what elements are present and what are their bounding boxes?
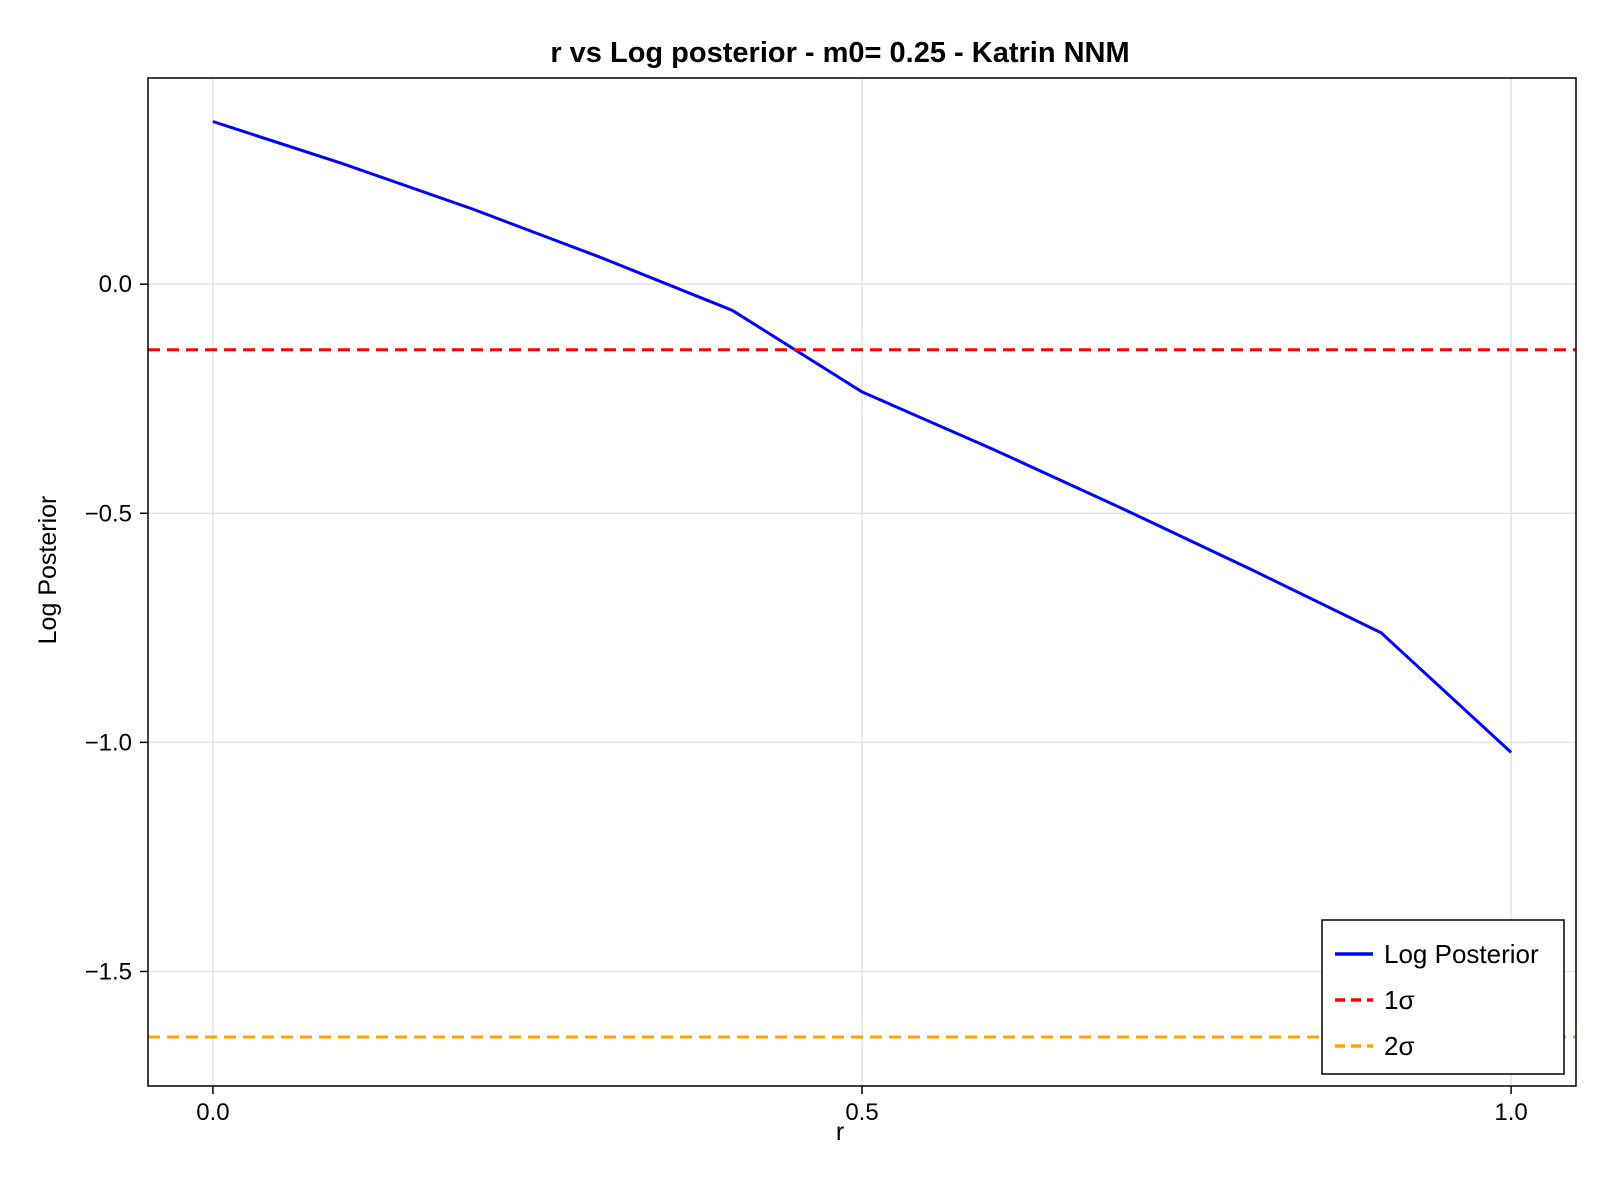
legend: Log Posterior 1σ 2σ [1321,919,1565,1075]
y-tick-label: 0.0 [99,271,132,298]
y-tick-label: −1.5 [85,958,132,985]
y-tick-label: −0.5 [85,500,132,527]
x-tick-label: 0.0 [196,1099,229,1126]
y-tick-label: −1.0 [85,729,132,756]
grid-lines [148,78,1576,1086]
axis-ticks: 0.0 0.5 1.0 0.0 −0.5 −1.0 −1.5 [85,271,1528,1126]
y-axis-label: Log Posterior [34,496,62,645]
chart-title: r vs Log posterior - m0= 0.25 - Katrin N… [550,37,1129,69]
x-tick-label: 0.5 [845,1099,878,1126]
legend-label: 2σ [1384,1031,1415,1061]
legend-label: 1σ [1384,985,1415,1015]
legend-label: Log Posterior [1384,939,1539,969]
series-line-log-posterior [212,120,1513,754]
x-axis-label: r [836,1118,844,1146]
legend-box [1321,919,1565,1075]
x-tick-label: 1.0 [1494,1099,1527,1126]
